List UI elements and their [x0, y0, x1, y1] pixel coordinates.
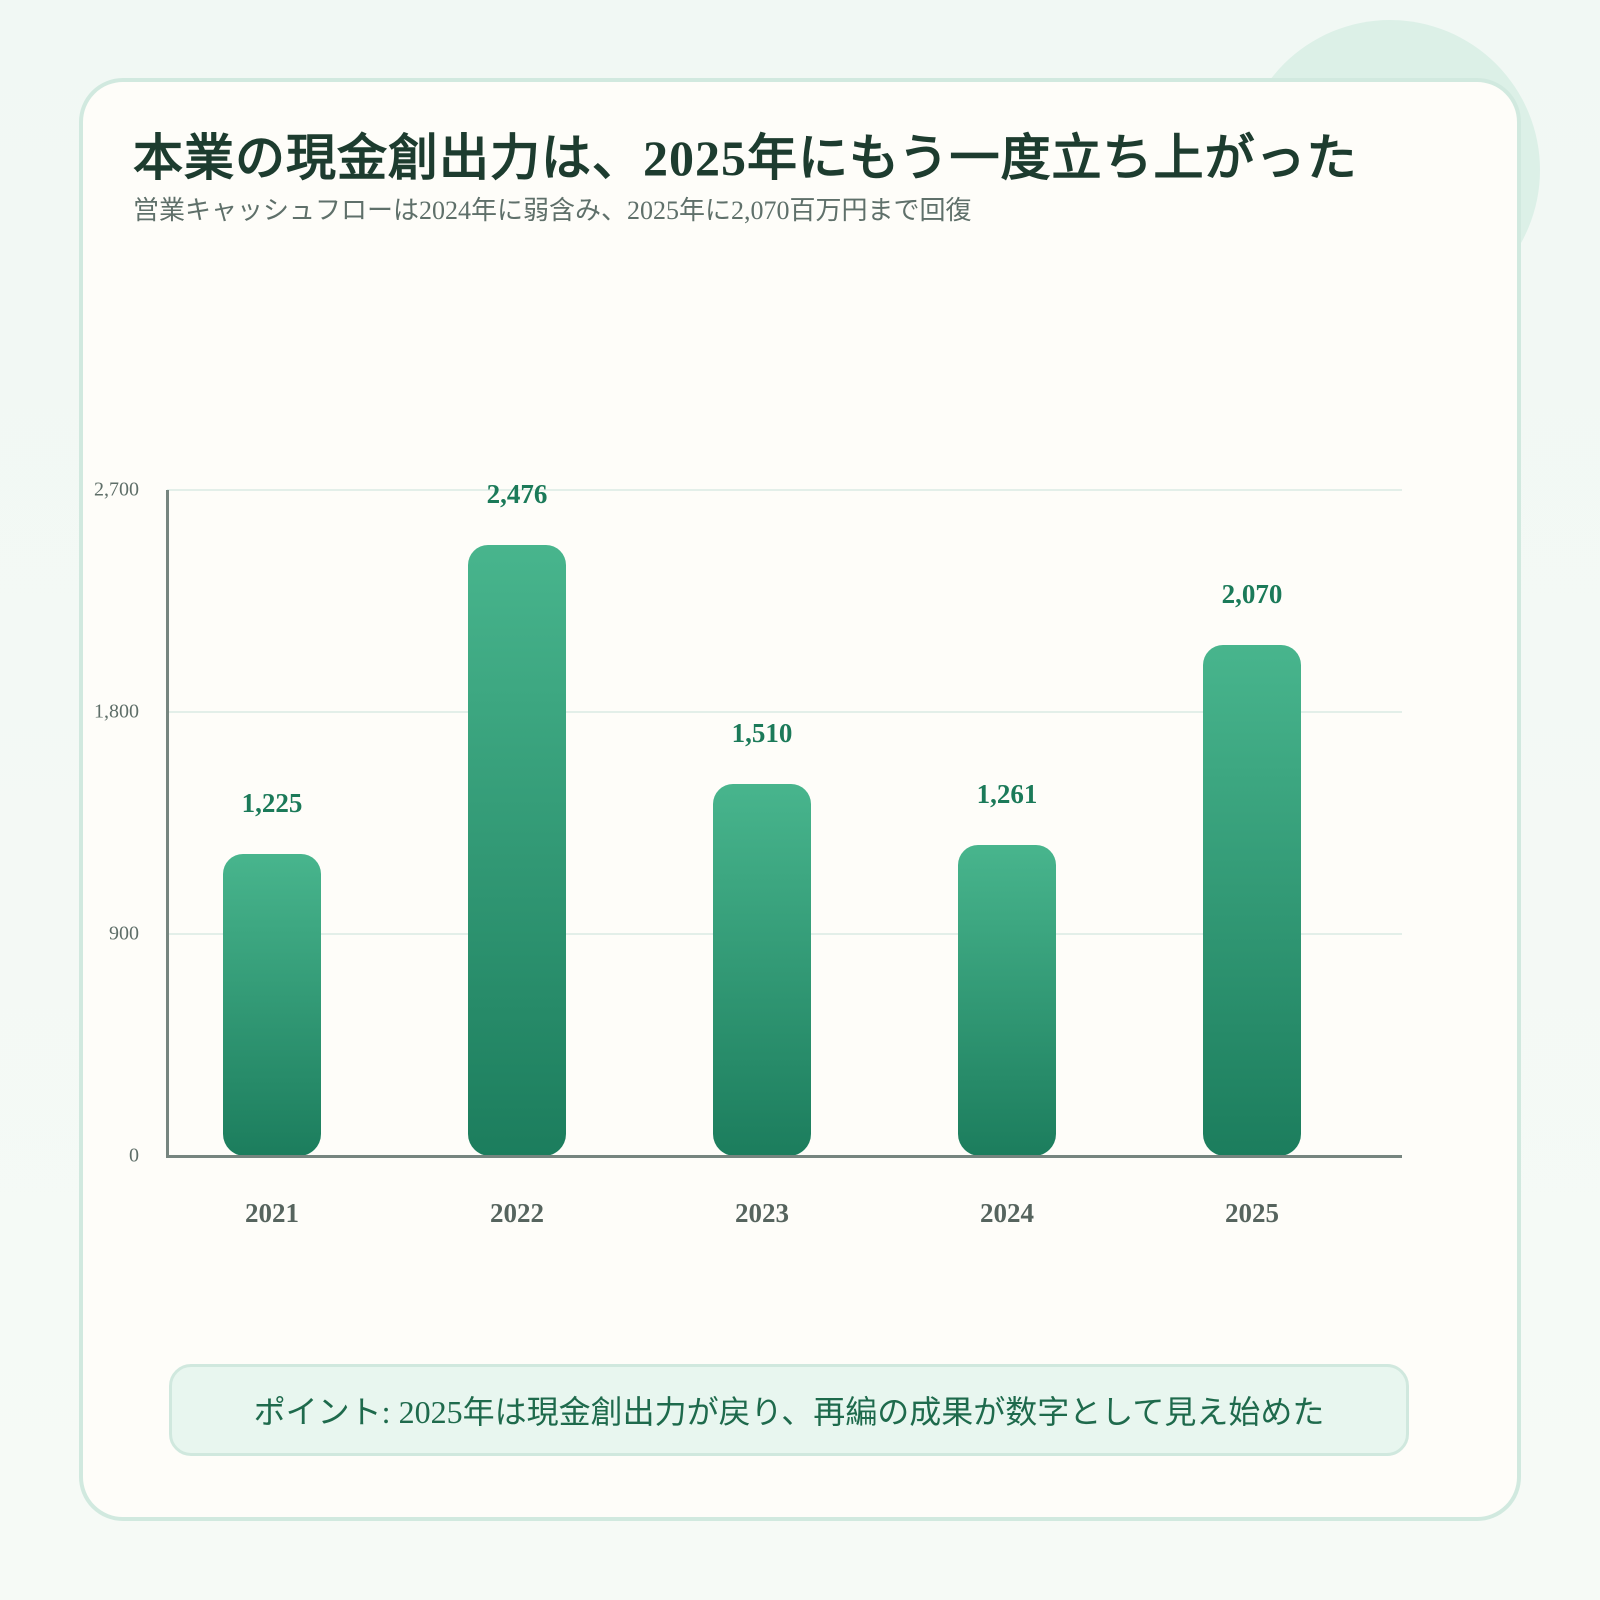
plot-area: 0 900 1,800 2,700 1,225 2021 2,476 2022 1,510 202…: [83, 82, 1517, 1517]
y-tick-label: 900: [109, 922, 139, 945]
bar-value-label: 1,510: [731, 717, 793, 748]
bar-2024: [958, 844, 1056, 1156]
y-axis: [166, 490, 169, 1158]
x-tick-label: 2025: [1225, 1198, 1279, 1228]
bar-2021: [223, 853, 321, 1156]
x-tick-label: 2023: [735, 1198, 789, 1228]
y-tick-label: 1,800: [94, 700, 139, 723]
bar-2023: [713, 783, 811, 1156]
gridline: [167, 711, 1402, 713]
x-axis: [166, 1155, 1402, 1158]
y-tick-label: 2,700: [94, 478, 139, 501]
callout-text: ポイント: 2025年は現金創出力が戻り、再編の成果が数字として見え始めた: [253, 1394, 1325, 1430]
x-tick-label: 2024: [980, 1198, 1034, 1228]
gridline: [167, 489, 1402, 491]
chart-card: 本業の現金創出力は、2025年にもう一度立ち上がった 営業キャッシュフローは20…: [79, 78, 1521, 1521]
y-tick-label: 0: [129, 1144, 139, 1167]
chart-title: 本業の現金創出力は、2025年にもう一度立ち上がった: [133, 130, 1358, 186]
bar-value-label: 1,225: [241, 787, 303, 818]
chart-subtitle: 営業キャッシュフローは2024年に弱含み、2025年に2,070百万円まで回復: [133, 196, 972, 225]
key-point-callout: ポイント: 2025年は現金創出力が戻り、再編の成果が数字として見え始めた: [169, 1364, 1409, 1456]
bar-value-label: 2,070: [1221, 579, 1283, 610]
bar-value-label: 1,261: [976, 778, 1038, 809]
x-tick-label: 2021: [245, 1198, 299, 1228]
x-tick-label: 2022: [490, 1198, 544, 1228]
bar-2025: [1203, 645, 1301, 1156]
bar-2022: [468, 545, 566, 1156]
bar-value-label: 2,476: [486, 479, 548, 510]
